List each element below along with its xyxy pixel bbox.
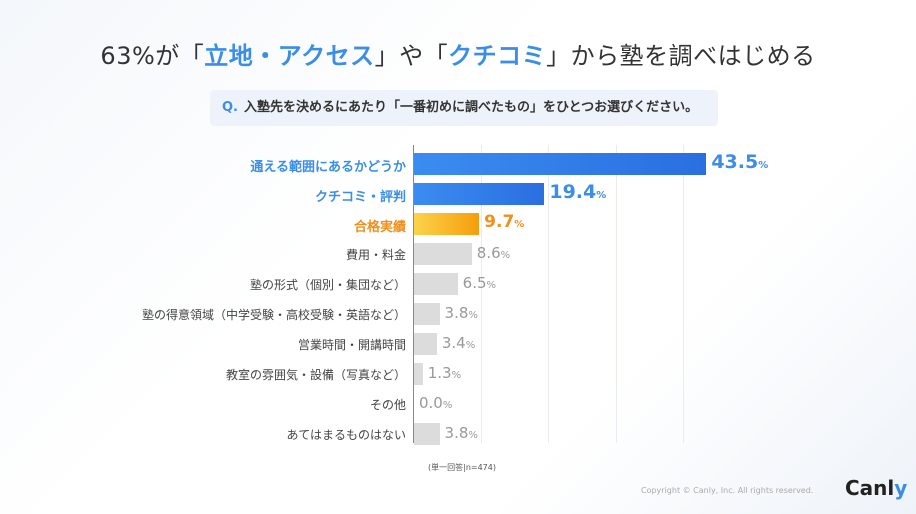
bar [414, 363, 423, 385]
bar [414, 273, 458, 295]
title-text: 」から塾を調べはじめる [546, 42, 816, 70]
question-prefix: Q. [222, 100, 238, 115]
category-label: 塾の得意領域（中学受験・高校受験・英語など） [141, 308, 406, 322]
gridline [481, 145, 483, 443]
sample-note: (単一回答|n=474) [428, 463, 496, 472]
question-box: Q. 入塾先を決めるにあたり「一番初めに調べたもの」をひとつお選びください。 [210, 90, 718, 126]
title-highlight-reviews: クチコミ [448, 42, 547, 70]
bar [414, 423, 440, 445]
title-text: 63%が「 [100, 42, 205, 70]
y-axis-line [413, 145, 414, 443]
category-label: その他 [369, 398, 406, 412]
category-label: 塾の形式（個別・集団など） [249, 278, 406, 292]
category-label: 営業時間・開講時間 [297, 338, 406, 352]
category-label: 通える範囲にあるかどうか [250, 160, 406, 175]
category-label: クチコミ・評判 [314, 190, 406, 205]
bar [414, 213, 480, 235]
category-label: 教室の雰囲気・設備（写真など） [225, 368, 406, 382]
value-label: 3.8% [444, 424, 478, 442]
bar [414, 333, 437, 355]
value-label: 1.3% [427, 364, 462, 382]
copyright: Copyright © Canly, Inc. All rights reser… [641, 486, 814, 495]
category-label: あてはまるものはない [286, 428, 406, 442]
title-highlight-access: 立地・アクセス [204, 42, 375, 70]
bar [414, 183, 545, 205]
canly-logo: Canly [845, 476, 908, 500]
value-label: 3.8% [444, 304, 478, 322]
bar-chart: 通える範囲にあるかどうか 43.5% クチコミ・評判 19.4% 合格実績 9.7% 費用・… [0, 145, 916, 455]
gridline [682, 145, 684, 443]
value-label: 8.6% [476, 244, 511, 262]
bar [414, 243, 472, 265]
category-label: 合格実績 [353, 220, 406, 235]
page-title: 63%が「立地・アクセス」や「クチコミ」から塾を調べはじめる [0, 36, 916, 71]
gridline [615, 145, 617, 443]
value-label: 6.5% [462, 274, 497, 292]
value-label: 0.0% [419, 394, 453, 412]
value-label: 9.7% [484, 212, 525, 232]
title-text: 」や「 [374, 42, 449, 70]
value-label: 3.4% [441, 334, 476, 352]
category-label: 費用・料金 [345, 248, 406, 262]
value-label: 43.5% [711, 151, 769, 173]
value-label: 19.4% [549, 181, 607, 203]
bar [414, 153, 707, 175]
bar [414, 303, 440, 325]
gridline [548, 145, 550, 443]
question-text: 入塾先を決めるにあたり「一番初めに調べたもの」をひとつお選びください。 [244, 100, 699, 115]
